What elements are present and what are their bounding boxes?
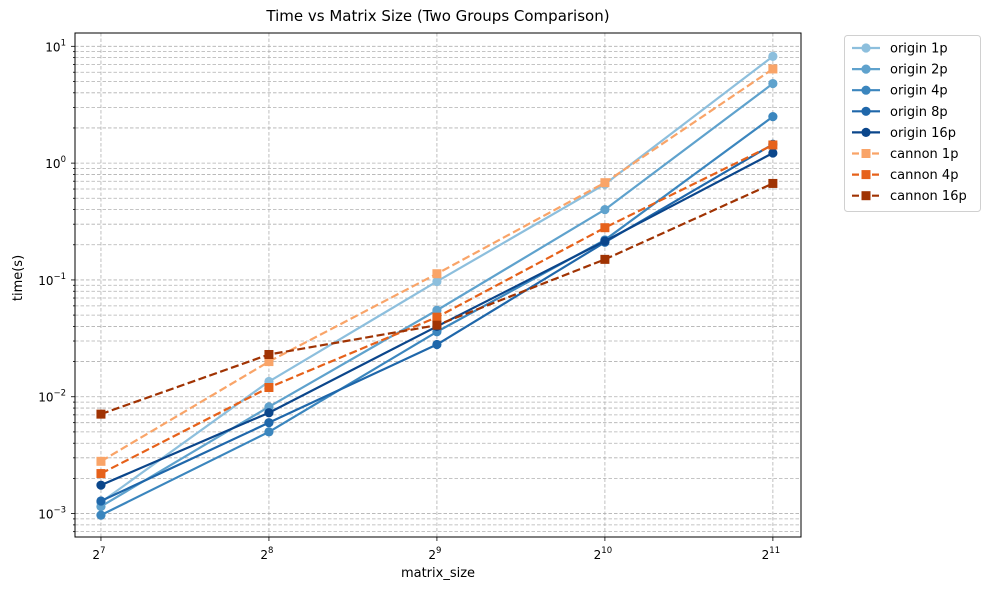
legend-label: origin 2p xyxy=(890,63,948,78)
y-tick-label: 10−2 xyxy=(38,389,66,405)
data-point xyxy=(264,427,274,437)
data-point xyxy=(264,382,274,392)
x-tick-label: 210 xyxy=(594,546,612,562)
legend-item: origin 8p xyxy=(852,105,948,120)
x-tick-label: 29 xyxy=(428,546,441,562)
data-point xyxy=(264,408,274,418)
legend-box xyxy=(844,35,981,212)
data-point xyxy=(768,178,778,188)
data-point xyxy=(768,148,778,158)
legend: origin 1p origin 2p origin 4p origin 8p orig… xyxy=(844,35,981,212)
axes: 10−3 10−2 10−1 100 101 27 28 29 210 211 xyxy=(38,38,780,562)
data-point xyxy=(96,469,106,479)
legend-label: cannon 1p xyxy=(890,147,958,162)
legend-marker xyxy=(861,85,871,95)
series-origin-1p xyxy=(96,51,778,507)
series-cannon-1p xyxy=(96,64,778,466)
data-point xyxy=(432,305,442,315)
data-point xyxy=(432,312,442,322)
legend-marker xyxy=(861,191,871,201)
x-tick-label: 211 xyxy=(762,546,780,562)
data-point xyxy=(600,205,610,215)
data-point xyxy=(768,112,778,122)
legend-item: origin 1p xyxy=(852,42,948,57)
legend-marker xyxy=(861,127,871,137)
data-point xyxy=(264,357,274,367)
legend-label: cannon 16p xyxy=(890,189,967,204)
x-axis-label: matrix_size xyxy=(401,566,475,581)
data-point xyxy=(264,418,274,428)
x-tick-label: 28 xyxy=(260,546,273,562)
data-point xyxy=(96,456,106,466)
data-point xyxy=(768,64,778,74)
y-tick-label: 10−3 xyxy=(38,506,66,522)
legend-item: origin 4p xyxy=(852,84,948,99)
legend-label: origin 4p xyxy=(890,84,948,99)
data-point xyxy=(96,496,106,506)
legend-item: cannon 4p xyxy=(852,168,958,183)
data-point xyxy=(432,320,442,330)
y-tick-label: 10−1 xyxy=(38,272,66,288)
legend-item: origin 16p xyxy=(852,126,956,141)
x-tick-label: 27 xyxy=(92,546,105,562)
legend-label: origin 8p xyxy=(890,105,948,120)
data-point xyxy=(96,409,106,419)
data-point xyxy=(600,178,610,188)
data-point xyxy=(768,140,778,150)
data-point xyxy=(432,269,442,279)
data-point xyxy=(600,254,610,264)
data-point xyxy=(768,78,778,89)
data-point xyxy=(600,223,610,233)
legend-marker xyxy=(861,170,871,180)
data-point xyxy=(264,349,274,359)
legend-item: cannon 16p xyxy=(852,189,967,204)
data-point xyxy=(432,276,442,287)
series-cannon-16p xyxy=(96,178,778,419)
legend-label: cannon 4p xyxy=(890,168,958,183)
data-point xyxy=(432,339,442,350)
data-point xyxy=(96,480,106,490)
legend-marker xyxy=(861,43,871,53)
data-point xyxy=(96,510,106,520)
legend-marker xyxy=(861,106,871,116)
legend-marker xyxy=(861,149,871,158)
series-origin-2p xyxy=(96,78,778,512)
legend-marker xyxy=(861,64,871,74)
chart-title: Time vs Matrix Size (Two Groups Comparis… xyxy=(265,7,609,25)
series-cannon-4p xyxy=(96,140,778,479)
data-point xyxy=(768,51,778,61)
legend-item: origin 2p xyxy=(852,63,948,78)
legend-item: cannon 1p xyxy=(852,147,958,162)
data-point xyxy=(600,236,610,246)
y-tick-label: 100 xyxy=(45,155,66,171)
y-tick-label: 101 xyxy=(45,38,66,54)
y-axis-label: time(s) xyxy=(11,255,26,301)
series-group xyxy=(96,51,778,520)
legend-label: origin 16p xyxy=(890,126,956,141)
legend-label: origin 1p xyxy=(890,42,948,57)
